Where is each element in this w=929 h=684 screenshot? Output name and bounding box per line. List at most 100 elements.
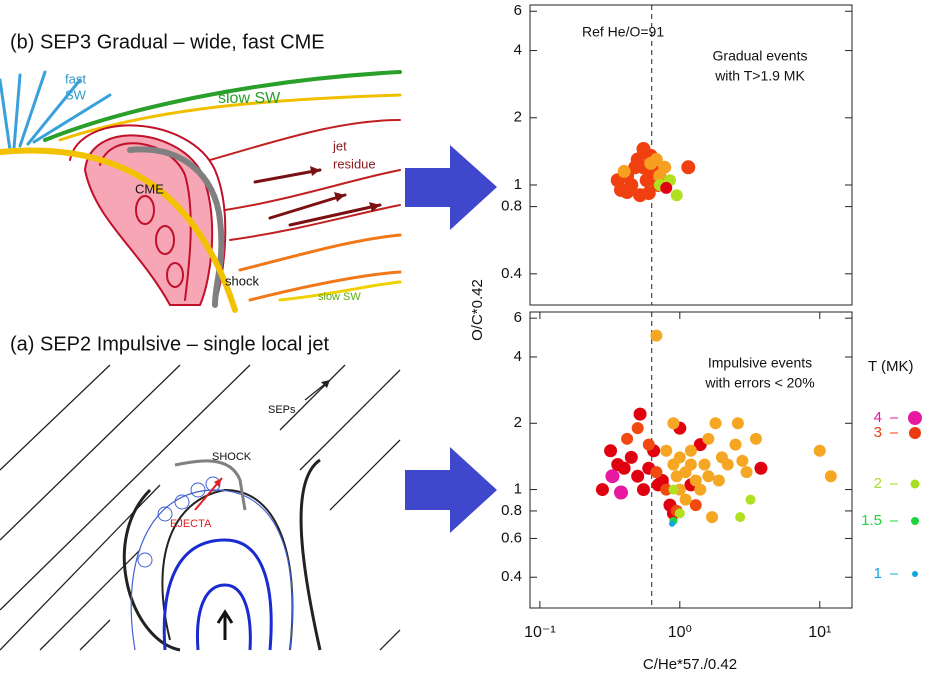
diagram-label: slow SW — [218, 90, 281, 107]
diagram-label: fast — [65, 71, 86, 86]
arrow — [405, 145, 497, 230]
data-point — [813, 444, 826, 457]
data-point — [684, 444, 697, 457]
legend-marker — [910, 479, 920, 489]
legend-label: 2 — [874, 475, 882, 492]
y-tick-label: 0.8 — [501, 502, 522, 519]
diagram-label: shock — [225, 273, 259, 288]
plot-frame — [529, 311, 853, 609]
data-point — [642, 438, 655, 451]
y-tick-label: 6 — [514, 309, 522, 326]
data-point — [745, 494, 756, 505]
y-tick-label: 0.8 — [501, 198, 522, 215]
annotation: with T>1.9 MK — [714, 68, 805, 84]
annotation: Impulsive events — [708, 355, 812, 371]
data-point — [620, 185, 635, 200]
annotation: Gradual events — [713, 48, 808, 64]
diagram-label: SW — [65, 87, 87, 102]
y-tick-label: 1 — [514, 176, 522, 193]
data-point — [729, 438, 742, 451]
arrow — [405, 447, 497, 533]
data-point — [660, 444, 673, 457]
data-point — [631, 422, 644, 435]
legend-marker — [908, 411, 922, 425]
y-tick-label: 4 — [514, 42, 522, 59]
legend-label: 4 — [874, 409, 882, 426]
data-point — [679, 493, 692, 506]
data-point — [595, 483, 609, 497]
data-point — [644, 156, 658, 170]
x-tick-label: 10¹ — [808, 624, 831, 641]
data-point — [698, 458, 711, 471]
legend-label: 1 — [874, 565, 882, 582]
diagram-label: slow SW — [318, 291, 361, 303]
data-point — [617, 461, 631, 475]
data-point — [689, 499, 702, 512]
y-tick-label: 4 — [514, 348, 522, 365]
data-point — [605, 469, 620, 484]
legend-marker — [911, 517, 919, 525]
data-point — [684, 458, 697, 471]
data-point — [670, 189, 683, 202]
diagram-title: (b) SEP3 Gradual – wide, fast CME — [10, 31, 325, 53]
data-point — [660, 181, 673, 194]
data-point — [731, 417, 744, 430]
y-axis-label: O/C*0.42 — [469, 279, 486, 341]
data-point — [631, 469, 645, 483]
data-point — [633, 407, 647, 421]
data-point — [636, 483, 650, 497]
impulsive-diagram: (a) SEP2 Impulsive – single local jet SE… — [0, 333, 401, 652]
legend-marker — [912, 571, 918, 577]
data-point — [621, 432, 634, 445]
data-point — [674, 508, 685, 519]
data-point — [624, 450, 638, 464]
data-point — [702, 470, 715, 483]
data-point — [702, 432, 715, 445]
data-point — [658, 160, 672, 174]
legend-label: 3 — [874, 424, 882, 441]
data-point — [736, 454, 749, 467]
data-point — [706, 511, 719, 524]
data-point — [604, 444, 618, 458]
data-point — [740, 466, 753, 479]
data-point — [617, 164, 631, 178]
diagram-label: jet — [332, 138, 347, 153]
y-tick-label: 0.4 — [501, 265, 522, 282]
diagram-label: EJECTA — [170, 518, 212, 530]
reference-label: Ref He/O=91 — [582, 24, 664, 40]
x-axis-label: C/He*57./0.42 — [643, 656, 737, 673]
data-point — [614, 485, 629, 500]
data-point — [735, 512, 746, 523]
data-point — [673, 451, 686, 464]
y-tick-label: 2 — [514, 109, 522, 126]
diagram-title: (a) SEP2 Impulsive – single local jet — [10, 333, 329, 355]
data-point — [689, 474, 702, 487]
y-tick-label: 2 — [514, 414, 522, 431]
y-tick-label: 0.4 — [501, 568, 522, 585]
data-point — [670, 470, 683, 483]
legend-label: 1.5 — [861, 512, 882, 529]
data-point — [694, 483, 707, 496]
y-tick-label: 6 — [514, 2, 522, 19]
diagram-label: SEPs — [268, 404, 296, 416]
data-point — [628, 160, 643, 175]
legend-title: T (MK) — [868, 358, 914, 375]
legend-marker — [909, 427, 921, 439]
data-point — [754, 461, 768, 475]
diagram-label: SHOCK — [212, 451, 252, 463]
diagram-label: residue — [333, 156, 376, 171]
data-point — [721, 458, 734, 471]
data-point — [650, 466, 663, 479]
data-point — [709, 417, 722, 430]
data-point — [641, 186, 656, 201]
diagram-label: CME — [135, 181, 164, 196]
data-point — [712, 474, 725, 487]
gradual-diagram: (b) SEP3 Gradual – wide, fast CME fast S… — [0, 31, 402, 313]
data-point — [660, 483, 673, 496]
y-tick-label: 0.6 — [501, 529, 522, 546]
data-point — [749, 432, 762, 445]
data-point — [681, 160, 696, 175]
data-point — [824, 470, 837, 483]
x-tick-label: 10⁰ — [668, 624, 692, 641]
annotation: with errors < 20% — [704, 375, 814, 391]
